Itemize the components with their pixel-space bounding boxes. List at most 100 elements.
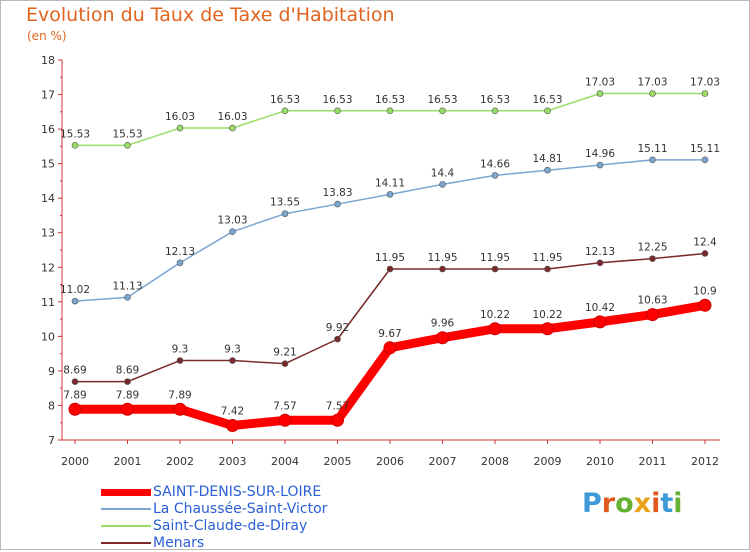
data-point [649, 156, 656, 164]
y-tick-label: 17 [41, 89, 55, 102]
x-tick-label: 2003 [219, 455, 247, 468]
data-point [281, 360, 289, 367]
data-point [596, 161, 604, 169]
data-point [649, 90, 656, 97]
y-tick-label: 7 [48, 434, 55, 447]
data-point [331, 413, 344, 427]
data-point [121, 402, 134, 416]
logo-letter: i [651, 488, 661, 519]
y-tick-label: 18 [41, 54, 55, 67]
legend-swatch [101, 525, 151, 527]
data-point [701, 90, 709, 97]
logo-letter: r [601, 488, 616, 519]
data-label: 7.57 [326, 400, 349, 412]
logo-letter: i [673, 488, 683, 519]
data-point [334, 335, 341, 343]
data-label: 17.03 [585, 77, 615, 89]
logo-letter: x [633, 488, 652, 519]
data-label: 13.03 [217, 215, 247, 227]
data-point [71, 142, 79, 149]
data-label: 14.4 [431, 167, 455, 179]
data-label: 17.03 [690, 77, 720, 89]
data-point [383, 341, 397, 355]
x-tick-label: 2012 [691, 455, 719, 468]
x-tick-label: 2008 [481, 455, 509, 468]
data-point [278, 413, 292, 427]
data-point [593, 315, 607, 329]
x-tick-label: 2001 [114, 455, 142, 468]
data-point [334, 107, 341, 115]
data-point [176, 259, 184, 267]
data-label: 12.25 [637, 242, 667, 254]
data-point [439, 181, 446, 188]
data-label: 16.53 [322, 94, 352, 106]
data-label: 11.95 [480, 252, 510, 264]
legend-label: Saint-Claude-de-Diray [153, 518, 308, 534]
x-tick-label: 2000 [61, 455, 89, 468]
data-label: 14.66 [480, 158, 510, 170]
logo-letter: t [660, 488, 674, 519]
data-label: 12.13 [165, 246, 195, 258]
legend-swatch [101, 508, 151, 510]
data-label: 10.22 [532, 309, 562, 321]
data-point [386, 265, 394, 273]
data-point [544, 265, 551, 273]
y-tick-label: 14 [41, 192, 55, 205]
y-tick-label: 11 [41, 296, 55, 309]
data-label: 16.53 [270, 94, 300, 106]
data-point [439, 265, 446, 273]
data-point [229, 228, 236, 235]
data-label: 11.95 [427, 252, 457, 264]
data-point [281, 107, 289, 115]
data-label: 9.3 [224, 344, 241, 356]
data-point [334, 200, 341, 208]
x-tick-label: 2011 [639, 455, 667, 468]
data-label: 16.53 [532, 94, 562, 106]
y-tick-label: 13 [41, 227, 55, 240]
y-tick-label: 12 [41, 261, 55, 274]
data-label: 15.11 [690, 143, 720, 155]
x-tick-label: 2009 [534, 455, 562, 468]
data-point [226, 418, 239, 432]
data-point [701, 156, 709, 164]
data-point [176, 124, 184, 132]
data-label: 12.4 [693, 236, 717, 248]
legend-swatch [101, 489, 151, 496]
data-label: 7.89 [168, 389, 191, 401]
data-label: 9.92 [326, 322, 349, 334]
legend-label: SAINT-DENIS-SUR-LOIRE [153, 484, 322, 500]
data-point [544, 107, 551, 115]
data-label: 13.83 [322, 187, 352, 199]
y-tick-label: 16 [41, 123, 55, 136]
data-point [124, 142, 131, 149]
data-label: 11.13 [112, 280, 142, 292]
data-point [701, 250, 709, 257]
data-point [436, 331, 449, 345]
data-label: 10.9 [693, 285, 716, 297]
x-tick-label: 2002 [166, 455, 194, 468]
data-point [491, 265, 499, 273]
data-label: 16.53 [375, 94, 405, 106]
data-point [176, 357, 184, 364]
data-point [488, 322, 502, 336]
data-point [173, 402, 187, 416]
data-point [229, 357, 236, 364]
data-label: 14.11 [375, 177, 405, 189]
proxiti-logo: Proxiti [582, 488, 683, 519]
data-label: 17.03 [637, 77, 667, 89]
data-label: 9.21 [273, 347, 296, 359]
data-label: 7.42 [221, 405, 244, 417]
data-label: 15.53 [60, 128, 90, 140]
data-point [596, 259, 604, 267]
data-label: 10.42 [585, 302, 615, 314]
data-point [68, 402, 82, 416]
x-tick-label: 2004 [271, 455, 299, 468]
data-label: 14.81 [532, 153, 562, 165]
line-chart: 7 8 9 10 11 12 13 14 15 16 17 18 2000 2001 2002 2003 200… [41, 54, 720, 468]
x-tick-label: 2010 [586, 455, 614, 468]
data-point [386, 107, 394, 115]
data-label: 16.03 [217, 111, 247, 123]
data-point [544, 166, 551, 174]
y-tick-label: 10 [41, 330, 55, 343]
